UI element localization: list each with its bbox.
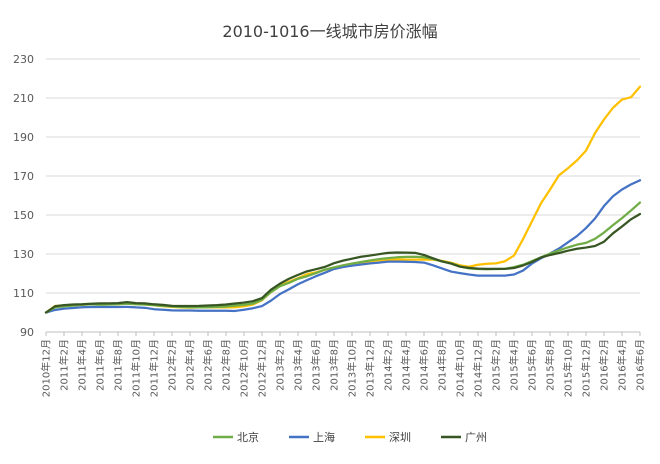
x-tick-label: 2011年8月 xyxy=(112,339,125,391)
y-tick-label: 110 xyxy=(13,287,34,300)
x-tick-label: 2014年6月 xyxy=(418,339,431,391)
x-tick-label: 2015年6月 xyxy=(526,339,539,391)
y-tick-label: 190 xyxy=(13,131,34,144)
y-tick-label: 130 xyxy=(13,248,34,261)
x-tick-label: 2014年4月 xyxy=(400,339,413,391)
x-tick-label: 2012年4月 xyxy=(184,339,197,391)
x-tick-label: 2011年10月 xyxy=(130,339,143,397)
series-line-深圳 xyxy=(44,85,642,314)
x-tick-label: 2011年6月 xyxy=(94,339,107,391)
x-tick-label: 2015年12月 xyxy=(580,339,593,397)
y-tick-label: 90 xyxy=(20,326,34,339)
x-tick-label: 2016年4月 xyxy=(616,339,629,391)
x-tick-label: 2014年10月 xyxy=(454,339,467,397)
x-tick-label: 2015年2月 xyxy=(490,339,503,391)
x-tick-label: 2011年2月 xyxy=(58,339,71,391)
x-tick-label: 2012年10月 xyxy=(238,339,251,397)
x-tick-label: 2012年6月 xyxy=(202,339,215,391)
y-axis-ticks: 90 110 130 150 170 190 210 230 xyxy=(13,53,34,339)
y-tick-label: 170 xyxy=(13,170,34,183)
x-tick-label: 2014年2月 xyxy=(382,339,395,391)
x-tick-label: 2013年10月 xyxy=(346,339,359,397)
legend: 北京 上海 深圳 广州 xyxy=(213,430,487,444)
x-tick-label: 2013年6月 xyxy=(310,339,323,391)
x-tick-label: 2013年8月 xyxy=(328,339,341,391)
x-tick-label: 2013年2月 xyxy=(274,339,287,391)
x-tick-label: 2010年12月 xyxy=(40,339,53,397)
legend-label: 深圳 xyxy=(389,431,411,444)
x-tick-label: 2015年4月 xyxy=(508,339,521,391)
x-tick-label: 2013年12月 xyxy=(364,339,377,397)
x-tick-label: 2012年8月 xyxy=(220,339,233,391)
x-tick-label: 2016年6月 xyxy=(634,339,647,391)
x-tick-label: 2015年8月 xyxy=(544,339,557,391)
x-tick-label: 2014年12月 xyxy=(472,339,485,397)
legend-label: 广州 xyxy=(465,431,487,444)
x-tick-label: 2013年4月 xyxy=(292,339,305,391)
legend-label: 上海 xyxy=(313,430,335,444)
chart-title: 2010-1016一线城市房价涨幅 xyxy=(222,22,437,41)
x-tick-label: 2012年12月 xyxy=(256,339,269,397)
y-tick-label: 210 xyxy=(13,92,34,105)
x-tick-label: 2011年4月 xyxy=(76,339,89,391)
x-tick-label: 2014年8月 xyxy=(436,339,449,391)
x-axis-ticks: 2010年12月 2011年2月 2011年4月 2011年6月 2011年8月 2011… xyxy=(40,332,647,397)
x-tick-label: 2016年2月 xyxy=(598,339,611,391)
x-tick-label: 2011年12月 xyxy=(148,339,161,397)
series-line-广州 xyxy=(44,212,642,314)
series-lines xyxy=(44,85,642,314)
x-tick-label: 2012年2月 xyxy=(166,339,179,391)
x-tick-label: 2015年10月 xyxy=(562,339,575,397)
y-tick-label: 230 xyxy=(13,53,34,66)
series-line-北京 xyxy=(44,201,642,314)
y-tick-label: 150 xyxy=(13,209,34,222)
grid-lines xyxy=(46,58,640,333)
legend-label: 北京 xyxy=(237,430,259,444)
